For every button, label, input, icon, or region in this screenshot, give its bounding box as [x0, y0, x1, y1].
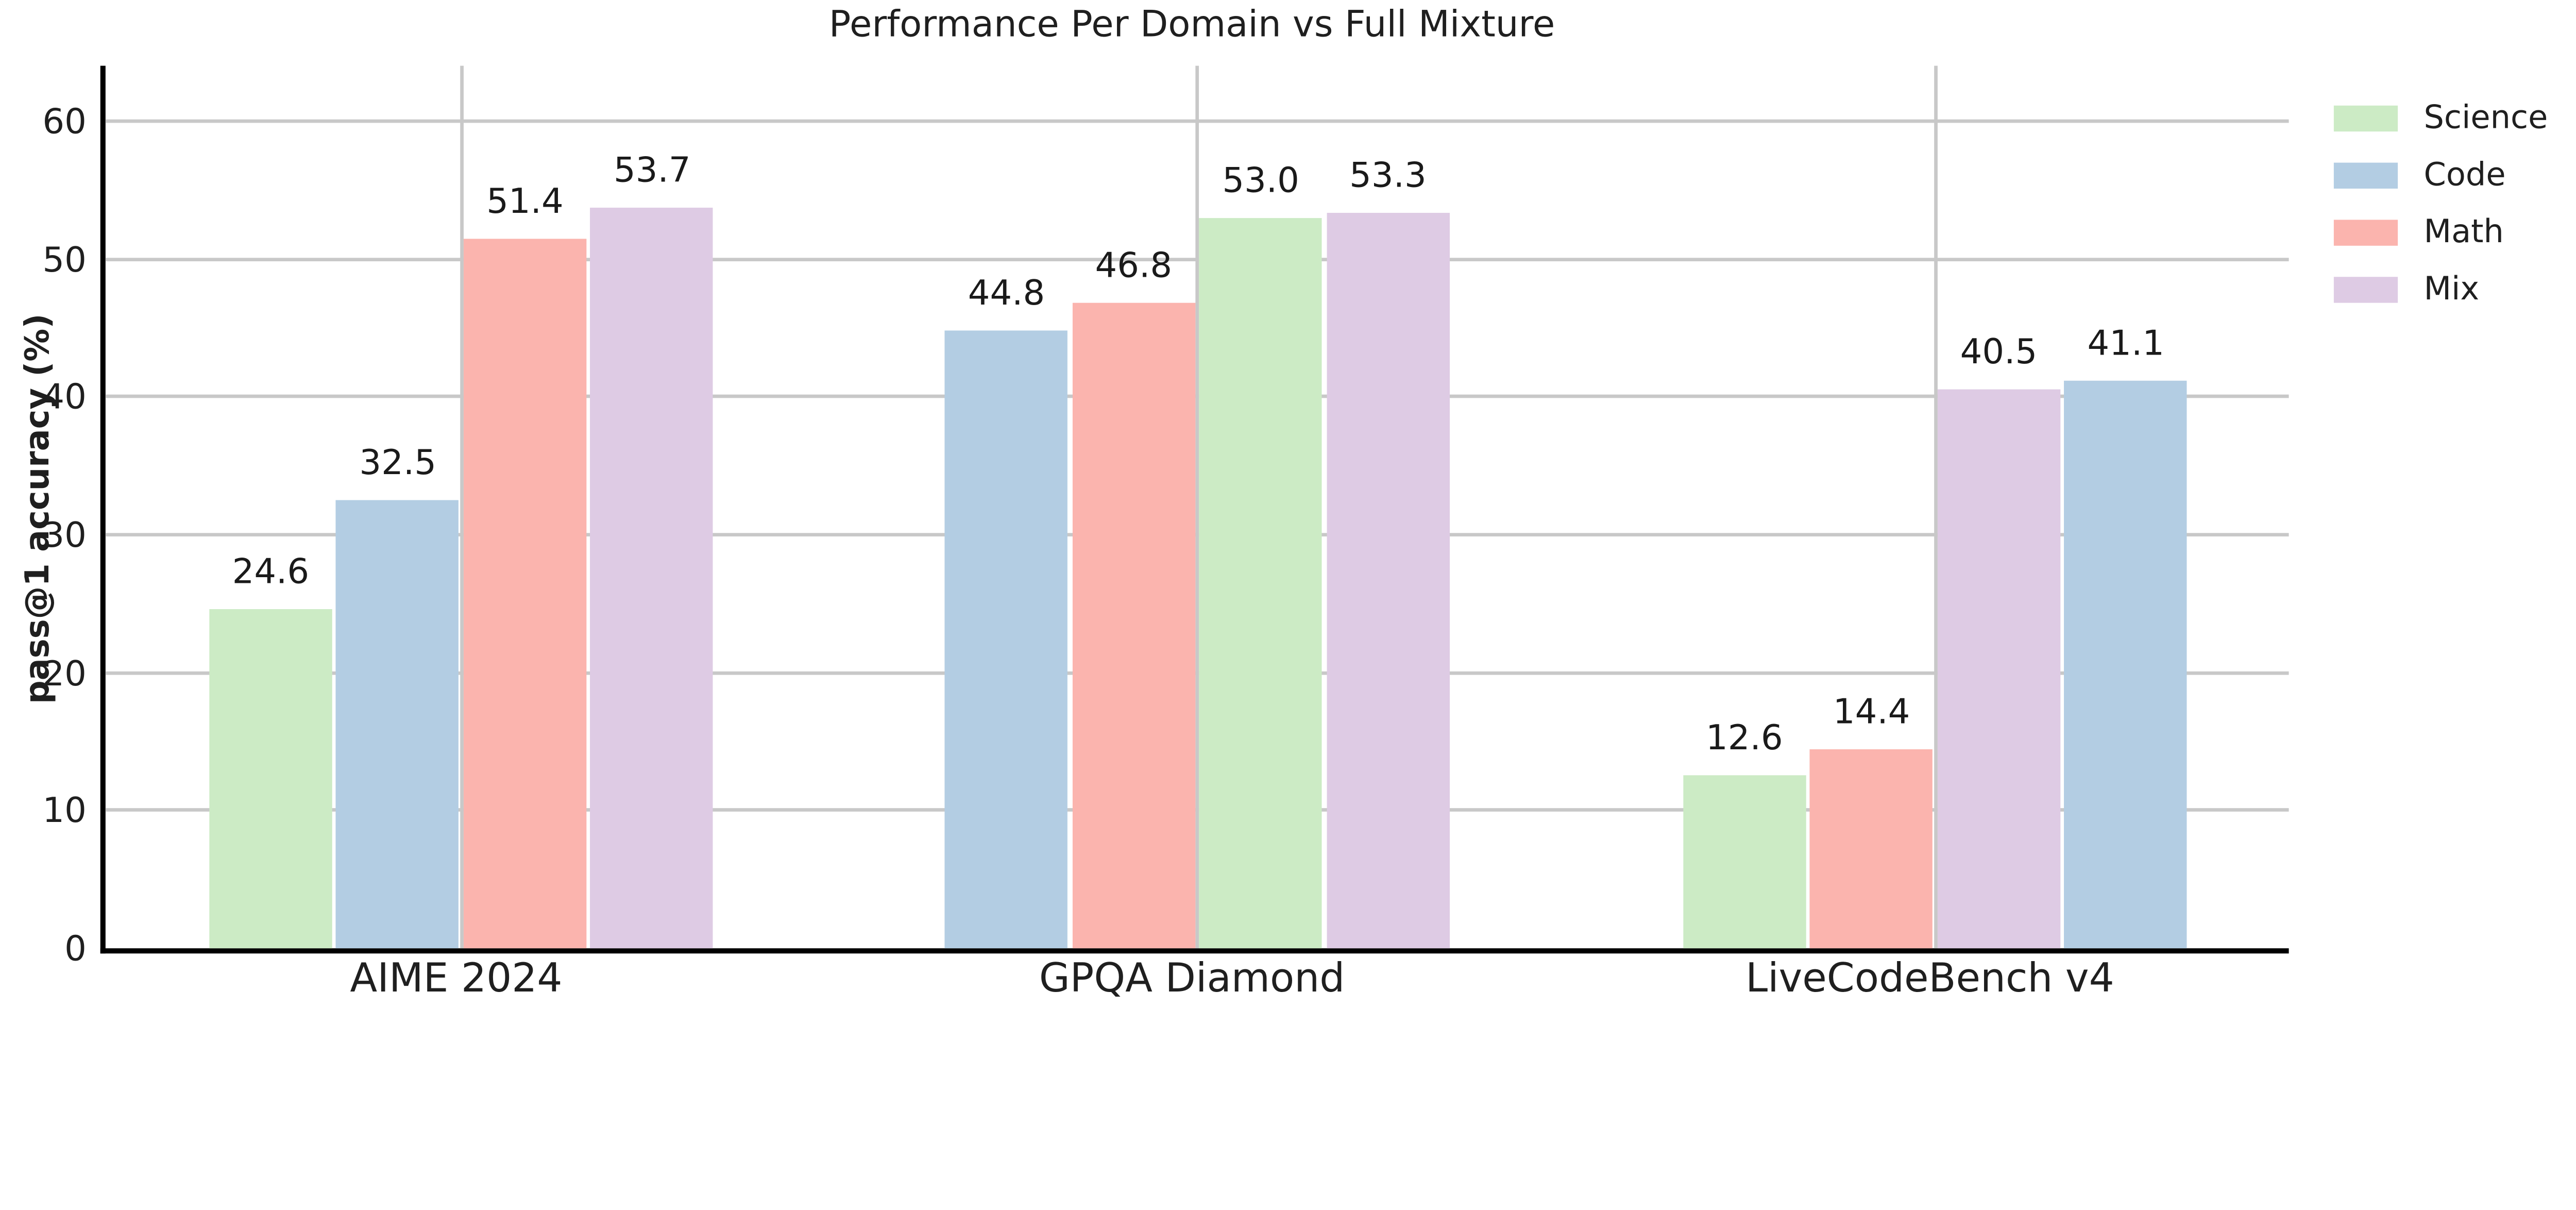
x-category-label: GPQA Diamond	[1039, 956, 1345, 1002]
legend-label: Science	[2424, 100, 2548, 137]
legend-label: Math	[2424, 214, 2504, 251]
bar-value-label: 24.6	[232, 550, 310, 592]
bar-value-label: 44.8	[968, 272, 1045, 313]
bar-mix-2	[1326, 213, 1450, 949]
legend-row-math: Math	[2333, 204, 2576, 261]
legend-label: Code	[2424, 157, 2506, 194]
y-tick-label: 40	[42, 376, 87, 418]
bar-code-1	[336, 500, 460, 949]
bar-code-3	[2064, 381, 2188, 949]
bar-math-2	[1072, 302, 1195, 949]
legend-row-science: Science	[2333, 90, 2576, 147]
bar-value-label: 41.1	[2087, 323, 2165, 364]
y-tick-label: 20	[42, 651, 87, 694]
chart-figure: Performance Per Domain vs Full Mixture p…	[19, 3, 2576, 1002]
bar-math-1	[463, 239, 587, 949]
x-category-label: LiveCodeBench v4	[1745, 956, 2114, 1002]
bar-science-3	[1683, 775, 1806, 949]
y-tick-label: 0	[64, 927, 87, 969]
chart-title: Performance Per Domain vs Full Mixture	[828, 3, 1555, 45]
legend-swatch-mix	[2333, 277, 2398, 303]
y-tick-label: 30	[42, 514, 87, 556]
x-gridline	[1933, 65, 1937, 949]
bar-value-label: 46.8	[1095, 244, 1173, 286]
x-category-label: AIME 2024	[350, 956, 563, 1002]
legend-label: Mix	[2424, 272, 2480, 308]
bar-value-label: 32.5	[359, 441, 436, 483]
legend-swatch-math	[2333, 220, 2398, 246]
legend-swatch-code	[2333, 162, 2398, 189]
bar-value-label: 53.7	[614, 149, 691, 191]
plot-area: 24.6 32.5 51.4 53.7 44.8 46.8 53.0 53.3 12.6 14.4…	[100, 65, 2289, 954]
bar-value-label: 12.6	[1706, 715, 1783, 758]
legend-row-mix: Mix	[2333, 261, 2576, 318]
y-tick-label: 50	[42, 238, 87, 280]
bar-mix-3	[1937, 390, 2060, 949]
y-tick-label: 60	[42, 100, 87, 142]
legend: Science Code Math Mix	[2333, 90, 2576, 318]
bar-code-2	[945, 330, 1068, 949]
bar-value-label: 53.3	[1349, 154, 1427, 196]
bar-science-1	[209, 609, 332, 949]
bar-math-3	[1810, 749, 1933, 949]
bar-value-label: 14.4	[1833, 691, 1910, 733]
bar-science-2	[1199, 217, 1323, 949]
bar-value-label: 51.4	[486, 180, 564, 223]
y-tick-label: 10	[42, 789, 87, 831]
bar-mix-1	[590, 208, 714, 949]
legend-row-code: Code	[2333, 147, 2576, 204]
x-gridline	[1195, 65, 1199, 949]
bar-value-label: 53.0	[1222, 158, 1299, 200]
legend-swatch-science	[2333, 105, 2398, 132]
x-gridline	[460, 65, 463, 949]
bar-value-label: 40.5	[1960, 331, 2038, 373]
